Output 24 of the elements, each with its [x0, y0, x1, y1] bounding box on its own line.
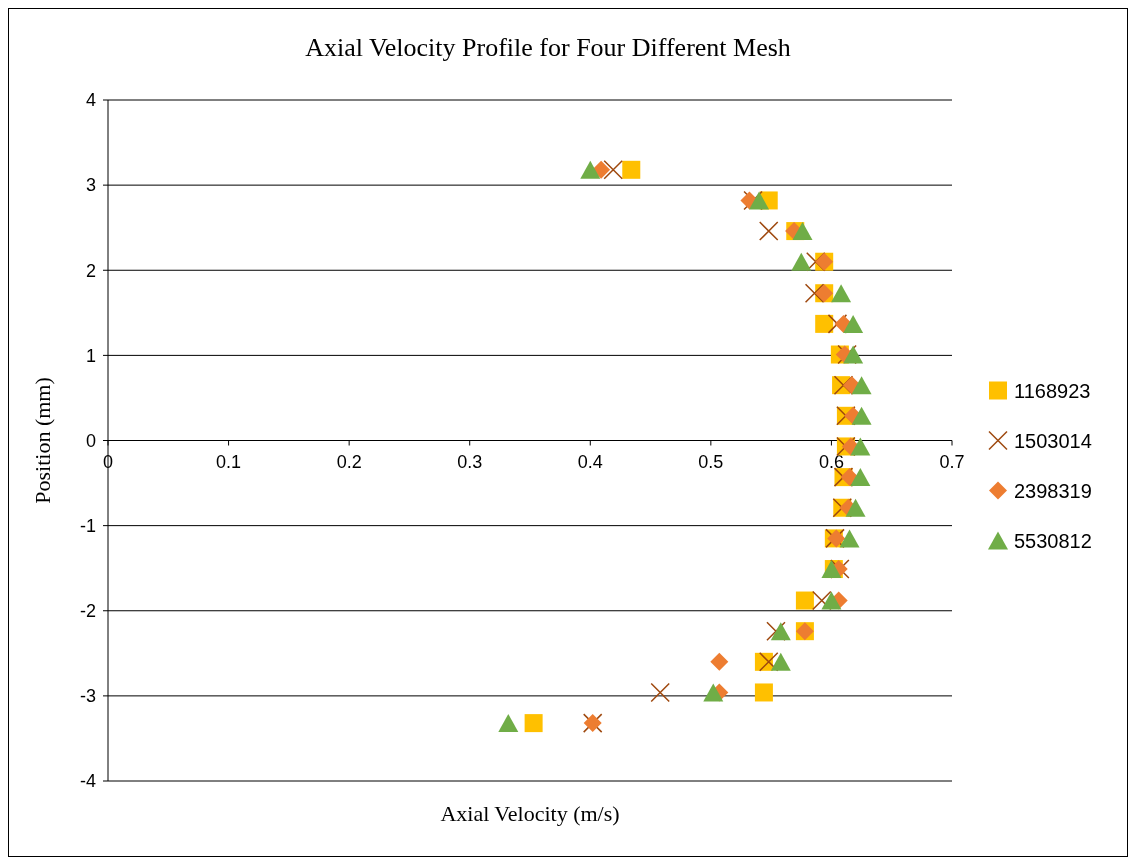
y-tick-label: 0 [85, 430, 96, 451]
y-tick-label: 4 [85, 90, 96, 111]
legend-label: 2398319 [1014, 479, 1092, 502]
x-tick-label: 0.5 [698, 451, 724, 472]
legend-label: 5530812 [1014, 529, 1092, 552]
y-tick-label: 3 [85, 175, 96, 196]
y-axis-title: Position (mm) [30, 377, 55, 504]
x-tick-label: 0 [102, 451, 114, 472]
x-tick-label: 0.7 [939, 451, 965, 472]
y-tick-label: -1 [79, 515, 96, 536]
y-tick-label: -3 [79, 686, 96, 707]
y-tick-label: -2 [79, 601, 96, 622]
chart-title: Axial Velocity Profile for Four Different Mesh [305, 33, 791, 62]
y-tick-label: -4 [79, 771, 96, 792]
x-tick-label: 0.1 [216, 451, 242, 472]
legend-label: 1503014 [1014, 429, 1092, 452]
y-tick-label: 2 [85, 260, 96, 281]
x-tick-label: 0.3 [457, 451, 483, 472]
x-tick-label: 0.2 [336, 451, 362, 472]
x-tick-label: 0.6 [818, 451, 844, 472]
legend-label: 1168923 [1014, 379, 1091, 402]
x-tick-label: 0.4 [577, 451, 603, 472]
y-tick-label: 1 [85, 345, 96, 366]
x-axis-title: Axial Velocity (m/s) [440, 801, 620, 826]
